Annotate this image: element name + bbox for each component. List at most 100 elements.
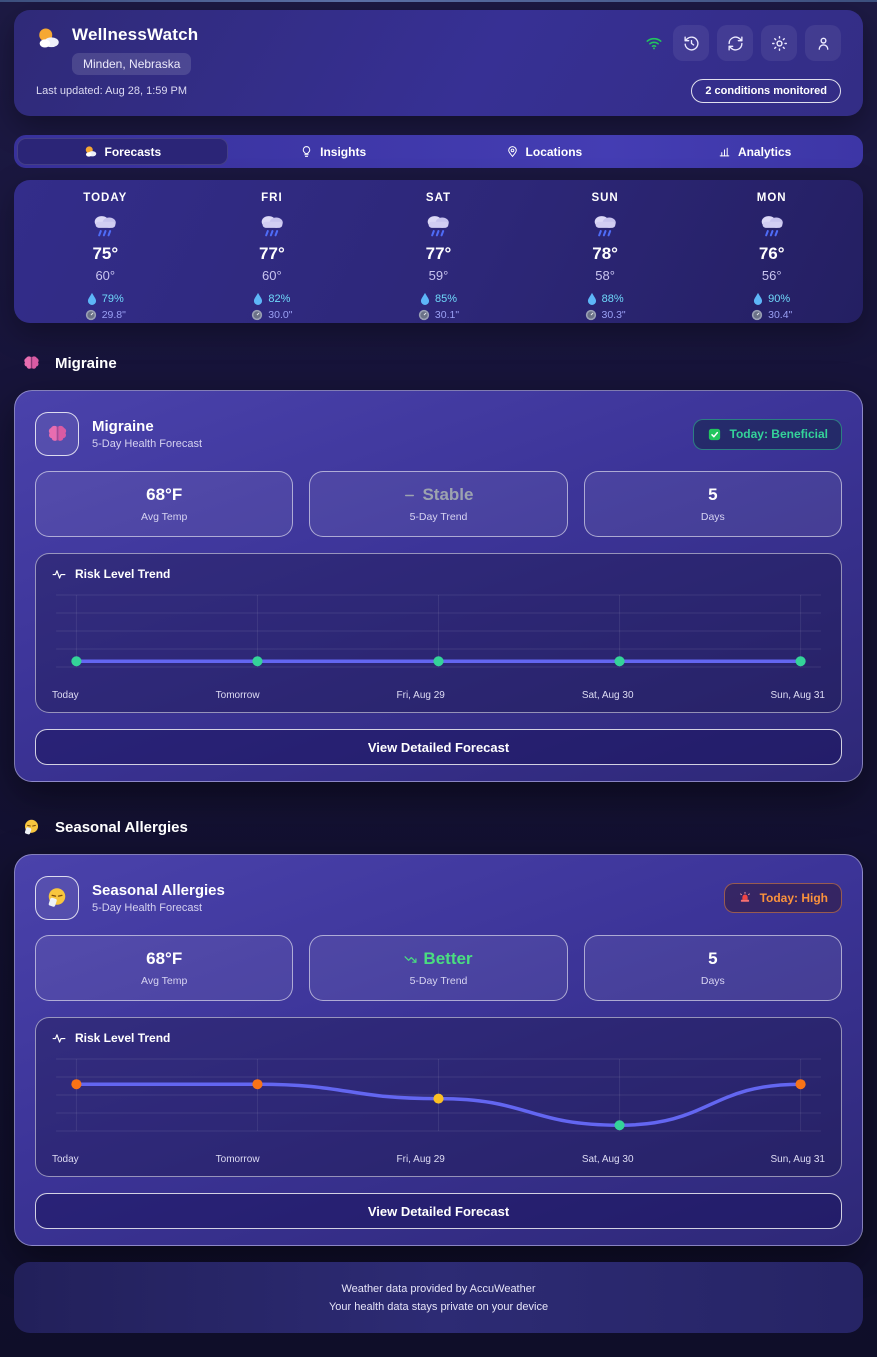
risk-trend-line-chart xyxy=(56,594,821,668)
x-axis-label: Fri, Aug 29 xyxy=(396,1154,445,1165)
last-updated-text: Last updated: Aug 28, 1:59 PM xyxy=(36,85,188,97)
header: WellnessWatch Minden, Nebraska xyxy=(14,10,863,116)
stat-label: Avg Temp xyxy=(141,975,188,987)
status-badge-label: Today: Beneficial xyxy=(729,427,828,441)
x-axis-label: Sat, Aug 30 xyxy=(581,690,634,701)
tab-locations[interactable]: Locations xyxy=(439,138,650,165)
settings-icon xyxy=(771,35,787,51)
view-detailed-forecast-button[interactable]: View Detailed Forecast xyxy=(35,729,842,765)
high-temp: 77° xyxy=(259,244,285,263)
chart-title: Risk Level Trend xyxy=(75,1031,171,1045)
x-axis-label: Today xyxy=(52,1154,79,1165)
low-temp: 60° xyxy=(95,268,116,283)
footer-privacy-note: Your health data stays private on your d… xyxy=(328,1300,549,1313)
lightbulb-icon xyxy=(302,146,311,157)
pulse-icon xyxy=(52,1031,66,1045)
x-axis-label: Today xyxy=(52,690,79,701)
stat-value: 68°F xyxy=(146,485,183,504)
status-badge-label: Today: High xyxy=(759,891,828,905)
stat-value: Better xyxy=(423,949,473,968)
location-chip: Minden, Nebraska xyxy=(72,53,192,75)
siren-icon xyxy=(738,891,752,905)
user-icon xyxy=(818,37,828,50)
stat-value: Stable xyxy=(422,485,474,504)
high-temp: 75° xyxy=(92,244,119,263)
settings-button[interactable] xyxy=(761,25,797,61)
tab-analytics[interactable]: Analytics xyxy=(649,138,860,165)
droplet-icon xyxy=(587,292,597,305)
section-title: Migraine xyxy=(55,354,117,372)
condition-subtitle: 5-Day Health Forecast xyxy=(92,902,203,914)
risk-trend-line-chart xyxy=(56,1058,821,1132)
user-button[interactable] xyxy=(805,25,841,61)
low-temp: 60° xyxy=(262,268,282,283)
rain-cloud-icon xyxy=(90,210,120,240)
stat-days: 5 Days xyxy=(583,471,842,537)
stat-value: 5 xyxy=(708,949,718,968)
history-icon xyxy=(683,35,699,51)
view-detailed-forecast-button[interactable]: View Detailed Forecast xyxy=(35,1193,842,1229)
stat-label: Avg Temp xyxy=(141,511,188,523)
condition-title: Seasonal Allergies xyxy=(92,882,225,899)
day-label: SUN xyxy=(591,192,619,204)
status-badge: Today: Beneficial xyxy=(692,418,842,450)
refresh-icon xyxy=(727,35,743,51)
conditions-monitored-badge: 2 conditions monitored xyxy=(691,79,841,103)
tab-label: Locations xyxy=(525,144,583,159)
forecast-day-card: FRI 77° 60° 82% 30.0" xyxy=(189,192,356,321)
low-temp: 58° xyxy=(595,268,615,283)
tab-label: Insights xyxy=(320,144,367,159)
low-temp: 59° xyxy=(428,268,449,283)
droplet-icon xyxy=(753,292,763,305)
tab-forecasts[interactable]: Forecasts xyxy=(17,138,228,165)
sun-behind-cloud-icon xyxy=(36,26,62,52)
humidity-value: 85% xyxy=(434,292,457,305)
minus-icon xyxy=(403,489,416,502)
risk-trend-chart: Risk Level Trend Today Tomorrow Fri, Aug… xyxy=(35,553,842,713)
sneezing-face-icon xyxy=(22,818,41,837)
pressure-value: 30.0" xyxy=(268,309,293,321)
trending-down-icon xyxy=(404,953,417,966)
humidity-value: 88% xyxy=(601,292,624,305)
allergies-card: Seasonal Allergies 5-Day Health Forecast… xyxy=(14,854,863,1246)
footer-attribution: Weather data provided by AccuWeather xyxy=(341,1282,536,1295)
x-axis-label: Sun, Aug 31 xyxy=(770,1154,825,1165)
section-header-allergies: Seasonal Allergies xyxy=(22,816,855,838)
stat-trend: Better 5-Day Trend xyxy=(309,935,568,1001)
gauge-icon xyxy=(585,309,597,321)
stat-avg-temp: 68°F Avg Temp xyxy=(35,471,294,537)
forecast-day-card: SAT 77° 59° 85% 30.1" xyxy=(355,192,522,321)
x-axis-label: Tomorrow xyxy=(215,690,260,701)
chart-title: Risk Level Trend xyxy=(75,567,171,581)
condition-icon-box xyxy=(35,876,79,920)
humidity-value: 90% xyxy=(768,292,791,305)
tab-insights[interactable]: Insights xyxy=(228,138,439,165)
risk-trend-chart: Risk Level Trend Today Tomorrow Fri, Aug… xyxy=(35,1017,842,1177)
pressure-value: 30.4" xyxy=(768,309,793,321)
stat-label: 5-Day Trend xyxy=(409,975,468,987)
brain-icon xyxy=(46,423,69,446)
stat-avg-temp: 68°F Avg Temp xyxy=(35,935,294,1001)
stat-label: Days xyxy=(700,511,725,523)
day-label: MON xyxy=(756,192,787,204)
day-label: FRI xyxy=(261,192,283,204)
nav-bar: Forecasts Insights Locations Analytics xyxy=(14,135,863,168)
high-temp: 77° xyxy=(425,244,452,263)
pressure-value: 29.8" xyxy=(101,309,126,321)
condition-icon-box xyxy=(35,412,79,456)
droplet-icon xyxy=(87,292,97,305)
gauge-icon xyxy=(251,309,263,321)
gauge-icon xyxy=(751,309,763,321)
x-axis-label: Tomorrow xyxy=(215,1154,260,1165)
humidity-value: 79% xyxy=(101,292,124,305)
footer: Weather data provided by AccuWeather You… xyxy=(14,1262,863,1333)
tab-label: Forecasts xyxy=(104,144,162,159)
map-pin-icon xyxy=(507,146,517,158)
check-badge-icon xyxy=(707,427,722,442)
section-header-migraine: Migraine xyxy=(22,352,855,374)
droplet-icon xyxy=(253,292,263,305)
history-button[interactable] xyxy=(673,25,709,61)
day-label: SAT xyxy=(425,192,452,204)
refresh-button[interactable] xyxy=(717,25,753,61)
